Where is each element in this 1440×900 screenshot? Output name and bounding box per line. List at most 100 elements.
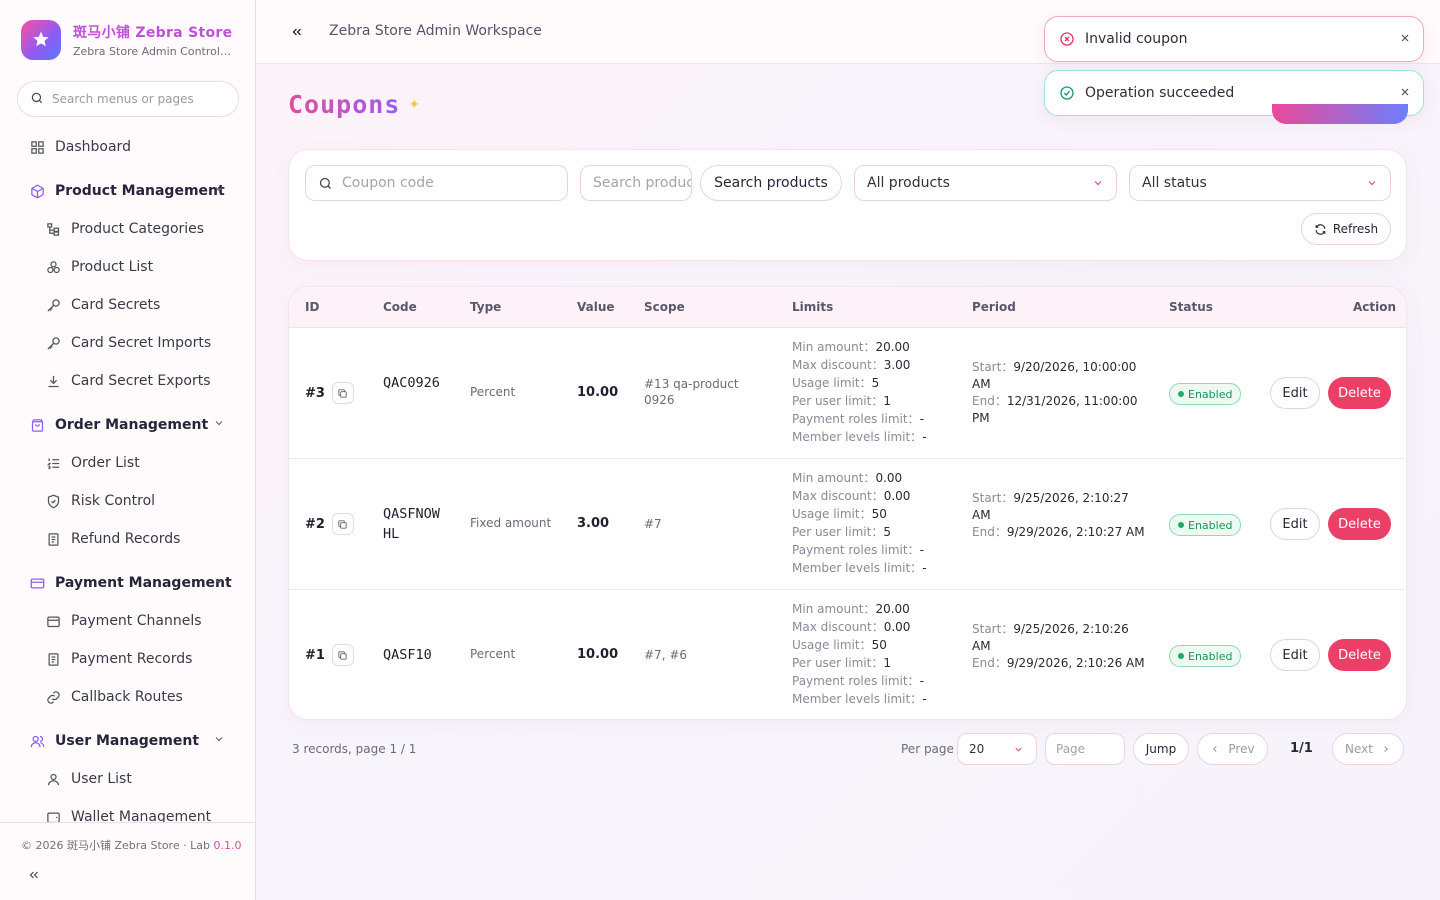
chevron-left-icon — [1210, 744, 1220, 754]
prev-button[interactable]: Prev — [1197, 733, 1268, 765]
product-select[interactable]: All products — [854, 165, 1117, 201]
sidebar-item-payment-channels[interactable]: Payment Channels — [45, 606, 202, 636]
period-start: 9/20/2026, 10:00:00 AM — [972, 360, 1137, 391]
sidebar-group-product-management[interactable]: Product Management — [29, 176, 239, 206]
sidebar-group-payment-management[interactable]: Payment Management — [29, 568, 239, 598]
sidebar-group-user-management[interactable]: User Management — [29, 726, 239, 756]
credit-card-icon — [29, 575, 45, 591]
status-badge: Enabled — [1169, 514, 1242, 536]
limit-label: Usage limit — [792, 638, 860, 652]
sidebar-item-label: Payment Records — [71, 651, 193, 667]
pagination-summary: 3 records, page 1 / 1 — [292, 742, 417, 756]
page-input[interactable] — [1056, 742, 1124, 756]
sidebar-group-label: Order Management — [55, 417, 209, 433]
copy-icon[interactable] — [331, 513, 354, 535]
chevron-down-icon — [1013, 744, 1024, 758]
page-input-field[interactable] — [1045, 733, 1125, 765]
sidebar: 斑马小铺 Zebra Store Zebra Store Admin Contr… — [0, 0, 256, 900]
sidebar-item-refund-records[interactable]: Refund Records — [45, 524, 180, 554]
sidebar-item-label: Wallet Management — [71, 809, 212, 822]
sidebar-item-label: Product Categories — [71, 221, 205, 237]
limit-label: Min amount — [792, 602, 864, 616]
shopping-bag-icon — [29, 417, 45, 433]
sidebar-item-label: Callback Routes — [71, 689, 183, 705]
limit-label: Payment roles limit — [792, 674, 908, 688]
column-limits: Limits — [792, 300, 834, 314]
list-ordered-icon — [45, 455, 61, 471]
shield-icon — [45, 493, 61, 509]
limit-value: 1 — [883, 656, 891, 670]
close-icon[interactable] — [1399, 32, 1411, 48]
limit-value: 1 — [883, 394, 891, 408]
limit-label: Per user limit — [792, 394, 872, 408]
limit-value: 50 — [871, 507, 887, 521]
refresh-button[interactable]: Refresh — [1301, 213, 1391, 245]
coupon-code-input[interactable] — [342, 175, 567, 191]
edit-button[interactable]: Edit — [1270, 377, 1320, 409]
brand[interactable]: 斑马小铺 Zebra Store Zebra Store Admin Contr… — [21, 20, 233, 60]
sidebar-group-order-management[interactable]: Order Management — [29, 410, 239, 440]
sidebar-item-card-secrets[interactable]: Card Secrets — [45, 290, 160, 320]
receipt-icon — [45, 531, 61, 547]
close-icon[interactable] — [1399, 86, 1411, 102]
create-coupon-button[interactable] — [1272, 104, 1408, 124]
column-type: Type — [470, 300, 502, 314]
sidebar-item-order-list[interactable]: Order List — [45, 448, 140, 478]
copy-icon[interactable] — [331, 644, 354, 666]
sidebar-item-payment-records[interactable]: Payment Records — [45, 644, 192, 674]
check-circle-icon — [1059, 85, 1075, 101]
limit-value: - — [919, 412, 924, 426]
sidebar-item-wallet-management[interactable]: Wallet Management — [45, 802, 211, 822]
collapse-sidebar-button[interactable] — [290, 24, 304, 43]
delete-button[interactable]: Delete — [1328, 508, 1391, 540]
limit-label: Max discount — [792, 489, 872, 503]
sidebar-footer: © 2026 斑马小铺 Zebra Store · Lab 0.1.0 — [0, 822, 255, 900]
limit-value: 50 — [871, 638, 887, 652]
period-label: Start — [972, 360, 1002, 374]
collapse-sidebar-icon[interactable] — [27, 867, 41, 886]
limit-label: Min amount — [792, 340, 864, 354]
product-select-value: All products — [867, 175, 950, 191]
brand-subtitle: Zebra Store Admin Control Panel — [73, 45, 233, 58]
sidebar-item-product-list[interactable]: Product List — [45, 252, 153, 282]
status-select[interactable]: All status — [1129, 165, 1391, 201]
copyright-text: © 2026 斑马小铺 Zebra Store · Lab — [21, 839, 210, 852]
edit-button[interactable]: Edit — [1270, 639, 1320, 671]
delete-button[interactable]: Delete — [1328, 639, 1391, 671]
copy-icon[interactable] — [331, 382, 354, 404]
limit-value: 3.00 — [883, 358, 911, 372]
sidebar-item-dashboard[interactable]: Dashboard — [29, 132, 131, 162]
version: 0.1.0 — [213, 839, 242, 852]
coupons-table: ID Code Type Value Scope Limits Period S… — [288, 286, 1407, 720]
sidebar-item-user-list[interactable]: User List — [45, 764, 132, 794]
period-label: Start — [972, 622, 1002, 636]
sidebar-item-risk-control[interactable]: Risk Control — [45, 486, 155, 516]
coupon-value: 10.00 — [577, 647, 619, 662]
per-page-select[interactable]: 20 — [957, 733, 1037, 765]
limit-value: - — [919, 543, 924, 557]
coupon-period: Start：9/20/2026, 10:00:00 AM End：12/31/2… — [972, 360, 1138, 425]
coupon-code-field[interactable] — [305, 165, 568, 201]
sidebar-search[interactable] — [17, 81, 239, 117]
sidebar-search-input[interactable] — [52, 92, 222, 106]
column-value: Value — [577, 300, 615, 314]
jump-button[interactable]: Jump — [1133, 733, 1189, 765]
box-icon — [29, 183, 45, 199]
coupon-period: Start：9/25/2026, 2:10:26 AM End：9/29/202… — [972, 622, 1145, 670]
edit-button[interactable]: Edit — [1270, 508, 1320, 540]
sidebar-item-callback-routes[interactable]: Callback Routes — [45, 682, 183, 712]
next-button[interactable]: Next — [1332, 733, 1404, 765]
table-row: #2 QASFNOWHL Fixed amount 3.00 #7 Min am… — [289, 459, 1406, 590]
sidebar-item-product-categories[interactable]: Product Categories — [45, 214, 204, 244]
product-search-input[interactable] — [593, 175, 691, 191]
coupon-id-value: #1 — [305, 647, 325, 663]
coupon-value: 10.00 — [577, 385, 619, 400]
per-page-label: Per page — [901, 742, 954, 756]
product-search-field[interactable] — [580, 165, 692, 201]
limit-value: - — [922, 430, 927, 444]
search-products-button[interactable]: Search products — [700, 165, 842, 201]
limit-label: Payment roles limit — [792, 543, 908, 557]
sidebar-item-card-secret-imports[interactable]: Card Secret Imports — [45, 328, 211, 358]
sidebar-item-card-secret-exports[interactable]: Card Secret Exports — [45, 366, 211, 396]
delete-button[interactable]: Delete — [1328, 377, 1391, 409]
